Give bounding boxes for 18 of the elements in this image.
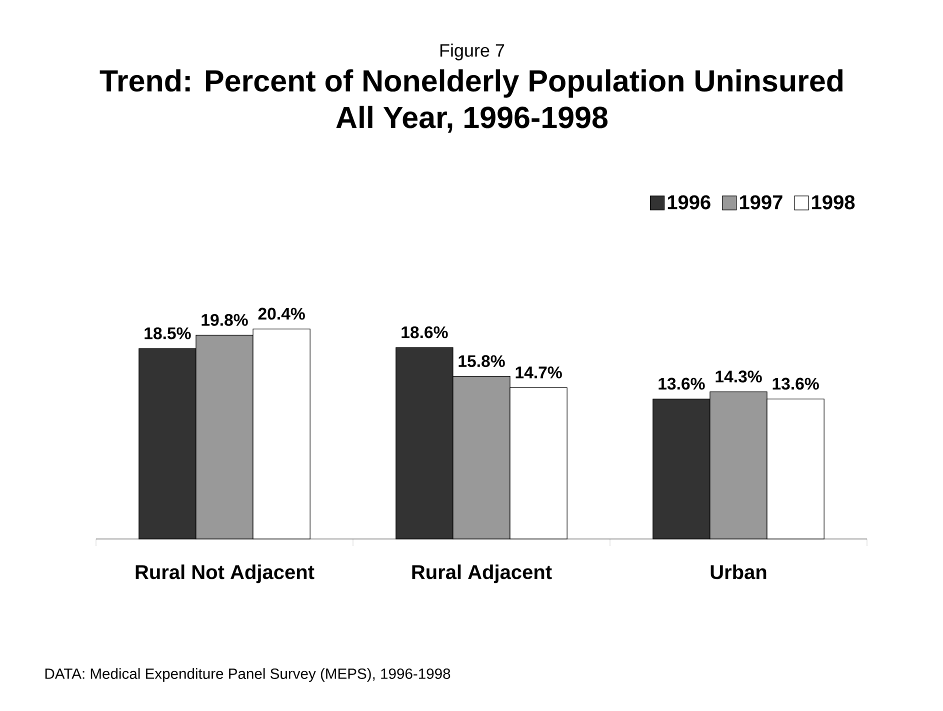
chart-title: Trend: Percent of Nonelderly Population Uninsured All Year, 1996-1998 [100, 69, 843, 133]
data-label: 14.7% [516, 366, 562, 378]
data-label: 19.8% [202, 314, 248, 326]
data-label: 15.8% [458, 355, 505, 368]
text: DATA: Medical Expenditure Panel Survey (MEPS), 1996-1998 [45, 668, 450, 682]
x-tick-label: Rural Adjacent [412, 564, 552, 584]
legend-label: 1998 [812, 195, 855, 210]
caption: Figure 7 [440, 44, 504, 60]
data-label: 20.4% [258, 308, 305, 320]
data-label: 18.5% [144, 327, 191, 340]
legend-label: 1997 [740, 195, 782, 210]
legend-label: 1996 [668, 195, 710, 210]
data-label: 13.6% [772, 378, 819, 390]
data-label: 14.3% [716, 370, 762, 382]
x-tick-label: Rural Not Adjacent [136, 564, 314, 584]
data-label: 13.6% [658, 378, 705, 390]
data-label: 18.6% [402, 326, 448, 338]
x-tick-label: Urban [710, 564, 766, 580]
